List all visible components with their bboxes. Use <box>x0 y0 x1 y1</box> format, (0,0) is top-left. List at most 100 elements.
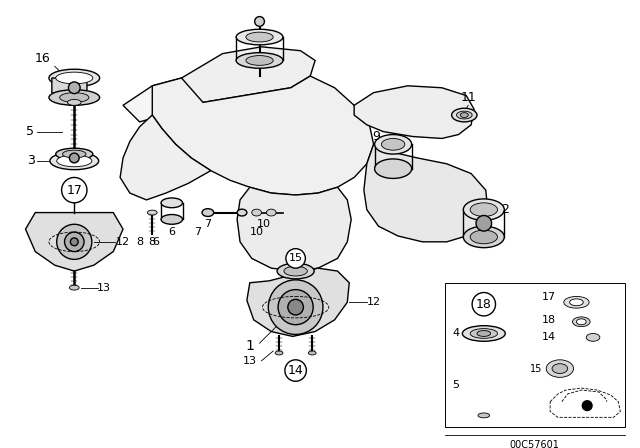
Ellipse shape <box>452 108 477 122</box>
Ellipse shape <box>374 159 412 178</box>
Ellipse shape <box>470 328 497 338</box>
Text: 18: 18 <box>542 315 556 325</box>
Ellipse shape <box>63 150 86 158</box>
Ellipse shape <box>246 32 273 42</box>
Circle shape <box>69 153 79 163</box>
Circle shape <box>70 238 78 246</box>
Circle shape <box>61 177 87 203</box>
Ellipse shape <box>237 209 247 216</box>
Ellipse shape <box>252 209 262 216</box>
Circle shape <box>582 401 592 410</box>
Ellipse shape <box>478 413 490 418</box>
Text: 13: 13 <box>243 356 257 366</box>
Polygon shape <box>182 47 315 105</box>
Text: 18: 18 <box>476 298 492 311</box>
Text: 4: 4 <box>452 328 460 339</box>
Ellipse shape <box>275 351 283 355</box>
Circle shape <box>268 280 323 335</box>
Ellipse shape <box>50 152 99 170</box>
Text: 5: 5 <box>26 125 33 138</box>
Text: 3: 3 <box>28 155 35 168</box>
Ellipse shape <box>463 226 504 248</box>
Ellipse shape <box>586 333 600 341</box>
Text: 12: 12 <box>367 297 381 307</box>
Text: 10: 10 <box>257 219 271 229</box>
Ellipse shape <box>381 138 405 150</box>
Ellipse shape <box>202 209 214 216</box>
Circle shape <box>255 17 264 26</box>
Polygon shape <box>120 115 211 200</box>
Text: 10: 10 <box>250 227 264 237</box>
Text: 2: 2 <box>501 203 509 216</box>
Text: 13: 13 <box>97 283 111 293</box>
Ellipse shape <box>266 209 276 216</box>
Ellipse shape <box>284 266 307 276</box>
Ellipse shape <box>161 215 182 224</box>
Text: 15: 15 <box>530 364 542 374</box>
Text: 14: 14 <box>288 364 303 377</box>
Ellipse shape <box>236 53 283 68</box>
Text: 14: 14 <box>542 332 556 342</box>
Text: 15: 15 <box>289 254 303 263</box>
Circle shape <box>68 82 80 94</box>
Ellipse shape <box>460 112 468 117</box>
Text: 6: 6 <box>168 227 175 237</box>
Ellipse shape <box>161 198 182 208</box>
Ellipse shape <box>470 230 497 244</box>
Ellipse shape <box>308 351 316 355</box>
Ellipse shape <box>67 99 81 105</box>
Ellipse shape <box>60 93 89 103</box>
Ellipse shape <box>56 148 93 160</box>
Text: 5: 5 <box>452 380 460 390</box>
Text: 7: 7 <box>204 219 211 229</box>
Text: 1: 1 <box>245 339 254 353</box>
Ellipse shape <box>57 155 92 167</box>
Bar <box>445 283 625 427</box>
Polygon shape <box>354 86 474 138</box>
Polygon shape <box>26 212 123 271</box>
Ellipse shape <box>69 285 79 290</box>
Ellipse shape <box>470 203 497 216</box>
Text: 8: 8 <box>148 237 156 247</box>
Text: 12: 12 <box>116 237 130 247</box>
Circle shape <box>286 249 305 268</box>
Text: 11: 11 <box>460 91 476 104</box>
Ellipse shape <box>246 56 273 65</box>
Ellipse shape <box>577 319 586 325</box>
Circle shape <box>285 360 307 381</box>
Polygon shape <box>247 268 349 336</box>
Ellipse shape <box>570 299 583 306</box>
Circle shape <box>476 215 492 231</box>
Circle shape <box>65 232 84 252</box>
Polygon shape <box>123 78 193 122</box>
Ellipse shape <box>463 199 504 220</box>
Ellipse shape <box>546 360 573 377</box>
Ellipse shape <box>462 326 505 341</box>
Ellipse shape <box>49 90 100 105</box>
Text: 7: 7 <box>195 227 202 237</box>
Circle shape <box>57 224 92 259</box>
Circle shape <box>472 293 495 316</box>
Circle shape <box>278 289 313 325</box>
Ellipse shape <box>49 69 100 87</box>
Polygon shape <box>364 144 488 242</box>
Ellipse shape <box>552 364 568 374</box>
Ellipse shape <box>456 111 472 119</box>
Text: 16: 16 <box>34 52 50 65</box>
Ellipse shape <box>564 297 589 308</box>
Ellipse shape <box>477 331 491 336</box>
Ellipse shape <box>573 317 590 327</box>
Text: 9: 9 <box>372 130 381 143</box>
Ellipse shape <box>374 134 412 154</box>
Ellipse shape <box>147 210 157 215</box>
Ellipse shape <box>277 263 314 279</box>
Polygon shape <box>52 78 87 98</box>
Text: 6: 6 <box>153 237 160 247</box>
Text: 17: 17 <box>542 293 556 302</box>
Text: 17: 17 <box>67 184 82 197</box>
Polygon shape <box>152 76 374 195</box>
Polygon shape <box>237 187 351 271</box>
Ellipse shape <box>56 72 93 84</box>
Ellipse shape <box>236 29 283 45</box>
Circle shape <box>288 299 303 315</box>
